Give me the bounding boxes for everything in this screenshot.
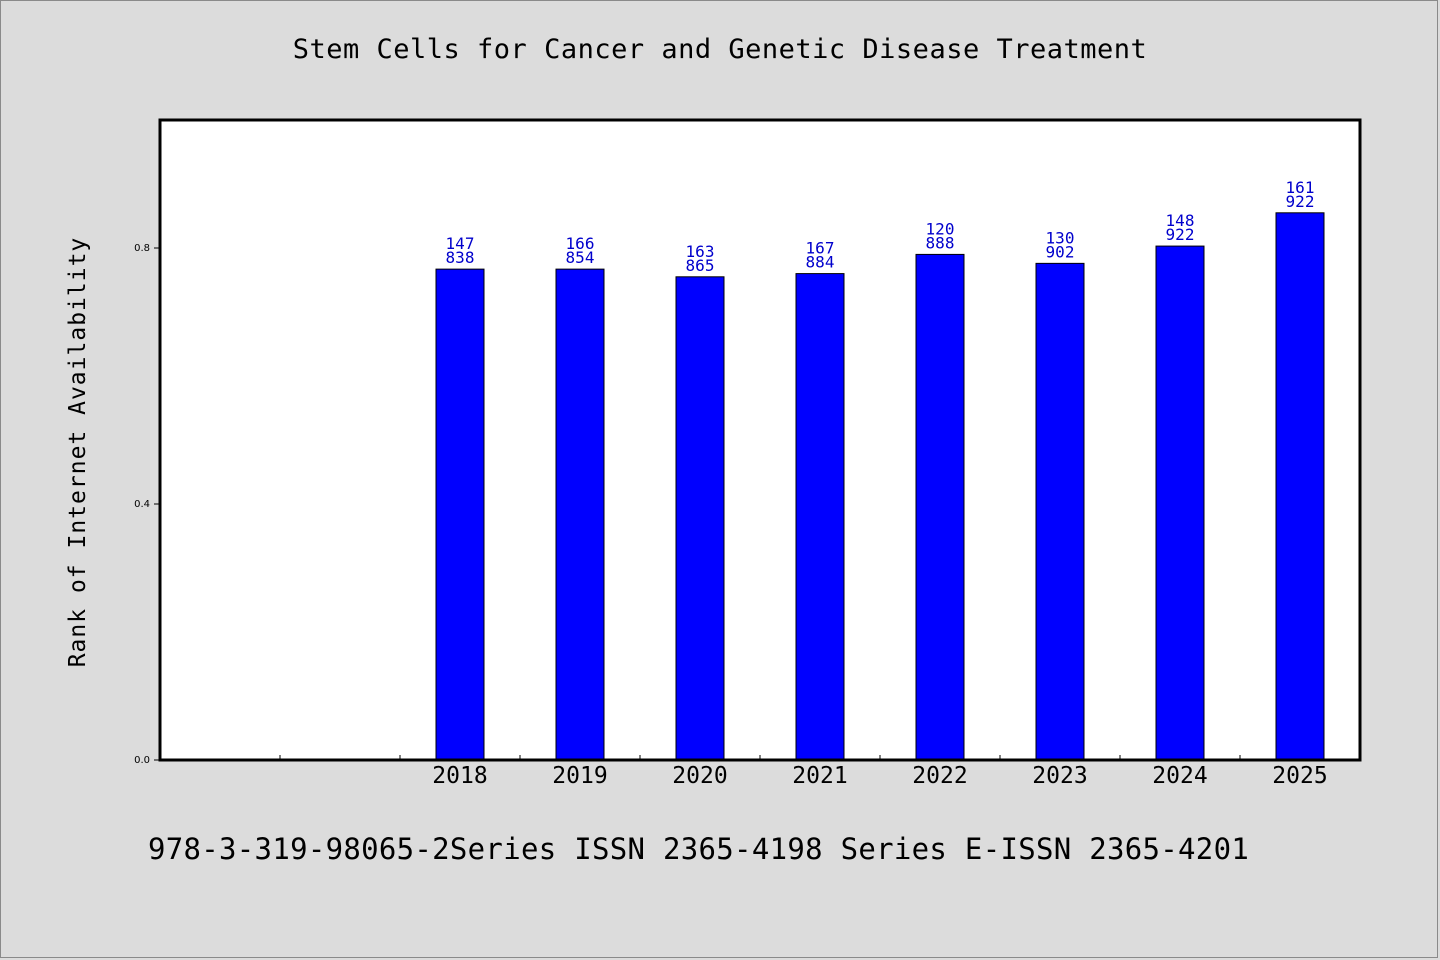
x-tick-label-2018: 2018 (432, 763, 487, 789)
data-label-2023-line2: 902 (1046, 242, 1075, 261)
data-label-2023-line1: 130 (1046, 228, 1075, 247)
y-tick-label-0.4: 0.4 (134, 499, 150, 510)
data-label-2025-line1: 161 (1286, 178, 1315, 197)
bar-2019 (555, 268, 605, 761)
x-tick-label-2024: 2024 (1152, 763, 1207, 789)
data-label-2024-line2: 922 (1166, 225, 1195, 244)
bar-2020 (675, 276, 725, 761)
data-label-2019-line1: 166 (566, 234, 595, 253)
bar-2023 (1035, 262, 1085, 761)
data-label-2020-line2: 865 (686, 256, 715, 275)
footer-isbn-text: 978-3-319-98065-2Series ISSN 2365-4198 S… (148, 832, 1250, 866)
x-tick-label-2020: 2020 (672, 763, 727, 789)
data-label-2025-line2: 922 (1286, 192, 1315, 211)
bar-2018 (435, 268, 485, 761)
data-label-2021-line1: 167 (806, 239, 835, 258)
bar-2024 (1155, 245, 1205, 761)
data-label-2019-line2: 854 (566, 248, 595, 267)
data-label-2024-line1: 148 (1166, 211, 1195, 230)
bar-2025 (1275, 212, 1325, 761)
x-tick-label-2025: 2025 (1272, 763, 1327, 789)
plot-border (158, 118, 1362, 762)
x-tick-label-2023: 2023 (1032, 763, 1087, 789)
y-tick-label-0.8: 0.8 (134, 243, 150, 254)
data-label-2022-line1: 120 (926, 219, 955, 238)
data-label-2018-line2: 838 (446, 248, 475, 267)
x-tick-label-2022: 2022 (912, 763, 967, 789)
y-tick-label-0.0: 0.0 (134, 755, 150, 766)
x-tick-label-2021: 2021 (792, 763, 847, 789)
x-tick-label-2019: 2019 (552, 763, 607, 789)
data-label-2020-line1: 163 (686, 242, 715, 261)
data-label-2021-line2: 884 (806, 253, 835, 272)
bar-2021 (795, 273, 845, 761)
bar-2022 (915, 253, 965, 761)
chart-title: Stem Cells for Cancer and Genetic Diseas… (292, 34, 1148, 65)
data-label-2018-line1: 147 (446, 234, 475, 253)
data-label-2022-line2: 888 (926, 233, 955, 252)
